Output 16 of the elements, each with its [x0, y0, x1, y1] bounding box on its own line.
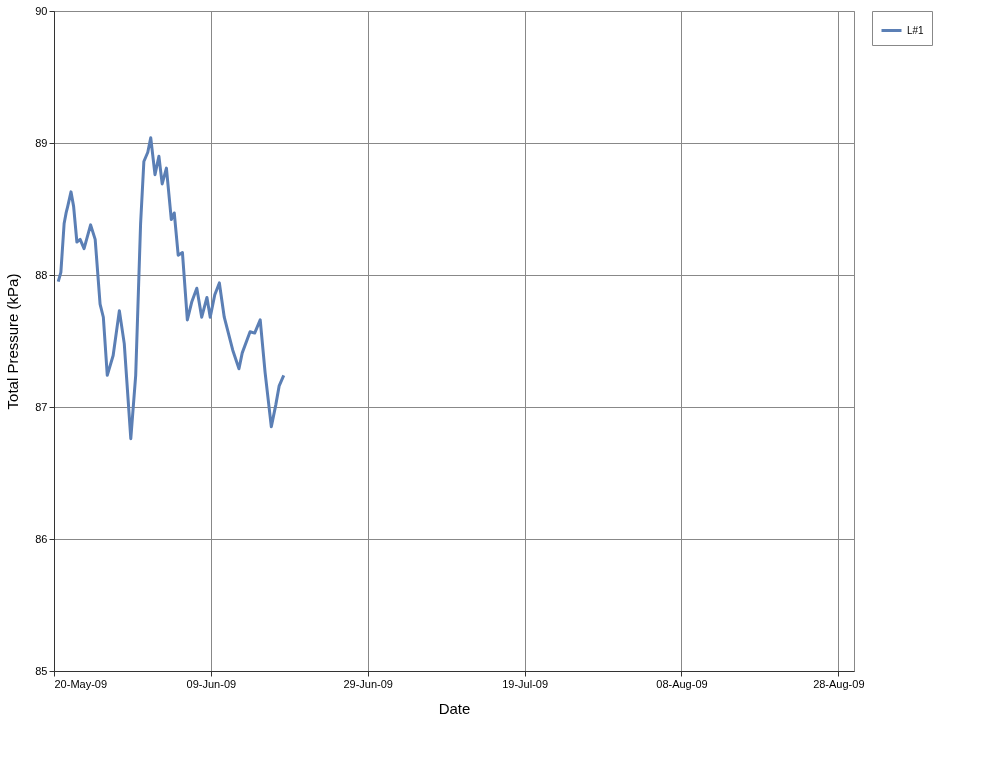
legend-label: L#1: [907, 24, 925, 36]
y-tick-label: 85: [35, 664, 48, 677]
y-tick-label: 87: [35, 400, 48, 413]
x-tick-label: 19-Jul-09: [502, 677, 549, 690]
y-tick-label: 89: [35, 136, 48, 149]
x-axis-title: Date: [438, 699, 471, 717]
y-axis-title: Total Pressure (kPa): [4, 273, 22, 410]
x-tick-label: 29-Jun-09: [343, 677, 393, 690]
line-series: [56, 136, 286, 441]
x-tick-label: 28-Aug-09: [813, 677, 865, 690]
x-tick-label: 08-Aug-09: [656, 677, 708, 690]
y-tick-label: 88: [35, 268, 48, 281]
x-tick-label: 09-Jun-09: [186, 677, 237, 690]
y-tick-label: 86: [35, 532, 48, 545]
y-tick-label: 90: [35, 4, 48, 17]
x-tick-label: 20-May-09: [54, 677, 108, 690]
